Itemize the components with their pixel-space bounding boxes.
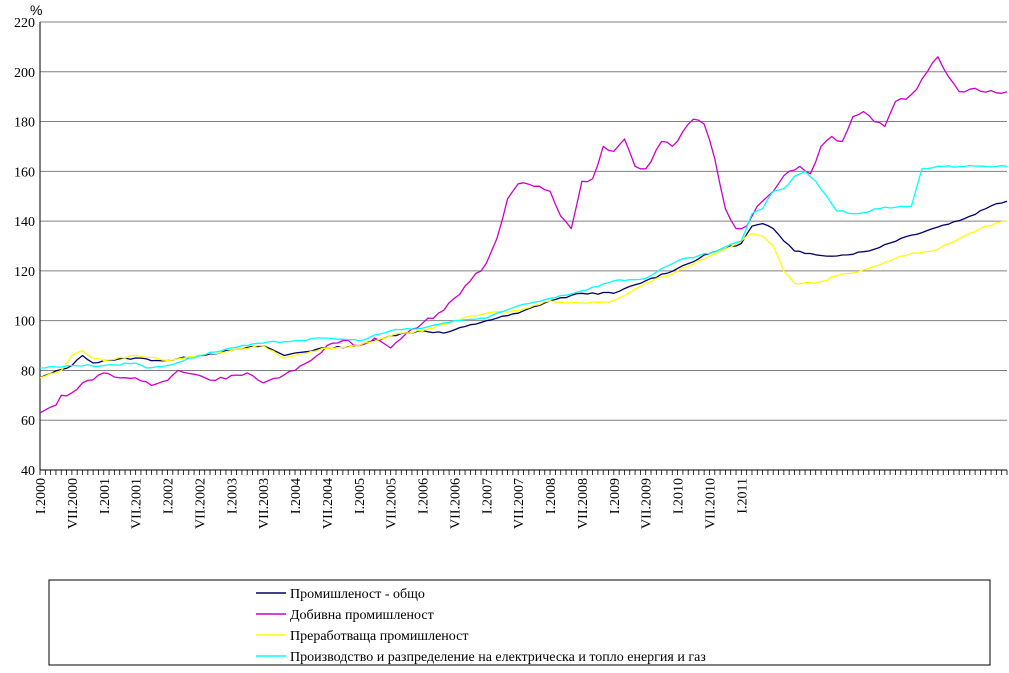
x-tick-label: VII.2007 — [512, 478, 527, 529]
y-tick-label: 220 — [14, 16, 35, 31]
grid-lines — [40, 21, 1007, 471]
x-tick-label: VII.2001 — [130, 478, 145, 529]
x-tick-label: VII.2004 — [321, 478, 336, 529]
x-tick-label: VII.2008 — [576, 478, 591, 529]
series-lines — [39, 56, 1008, 414]
x-tick-label: VII.2009 — [640, 478, 655, 529]
series-line — [39, 200, 1008, 379]
y-tick-label: 140 — [14, 215, 35, 230]
x-tick-label: I.2005 — [353, 478, 368, 514]
legend: Промишленост - общо Добивна промишленост П… — [48, 579, 991, 666]
legend-label: Производство и разпределение на електрич… — [290, 650, 706, 665]
y-tick-label: 100 — [14, 315, 35, 330]
legend-label: Преработваща промишленост — [290, 629, 468, 644]
x-tick-label: VII.2010 — [703, 478, 718, 529]
y-tick-label: 60 — [21, 414, 35, 429]
legend-label: Промишленост - общо — [290, 587, 425, 602]
x-tick-label: I.2001 — [98, 478, 113, 514]
x-tick-label: VII.2005 — [385, 478, 400, 529]
series-line — [39, 164, 1008, 369]
x-tick-label: VII.2000 — [66, 478, 81, 529]
x-tick-label: I.2004 — [289, 478, 304, 514]
x-tick-label: I.2008 — [544, 478, 559, 514]
series-line — [39, 220, 1008, 379]
y-tick-label: 80 — [21, 364, 35, 379]
x-tick-label: I.2000 — [34, 478, 49, 514]
x-tick-label: I.2003 — [225, 478, 240, 514]
x-tick-label: I.2007 — [480, 478, 495, 514]
y-axis-unit-label: % — [30, 2, 42, 18]
x-tick-label: VII.2006 — [448, 478, 463, 529]
x-tick-label: VII.2003 — [257, 478, 272, 529]
y-tick-label: 120 — [14, 265, 35, 280]
x-tick-label: I.2002 — [162, 478, 177, 514]
x-tick-label: I.2009 — [608, 478, 623, 514]
x-tick-label: I.2011 — [735, 478, 750, 514]
legend-label: Добивна промишленост — [290, 608, 434, 623]
x-tick-label: VII.2002 — [193, 478, 208, 529]
legend-box — [48, 579, 991, 666]
x-tick-label: I.2006 — [417, 478, 432, 514]
y-axis: 40 60 80 100 120 140 160 180 200 220 — [14, 16, 41, 479]
series-line — [39, 56, 1008, 414]
y-tick-label: 200 — [14, 66, 35, 81]
x-axis: I.2000 VII.2000 I.2001 VII.2001 I.2002 VII.20… — [34, 469, 1008, 529]
y-tick-label: 160 — [14, 165, 35, 180]
y-tick-label: 180 — [14, 116, 35, 131]
x-tick-label: I.2010 — [672, 478, 687, 514]
y-tick-label: 40 — [21, 464, 35, 479]
